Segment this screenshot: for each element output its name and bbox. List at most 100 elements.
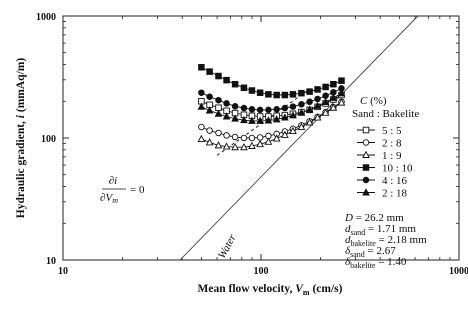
x-axis-title: Mean flow velocity, Vm (cm/s) [198,283,343,297]
data-point [205,138,214,146]
data-point [306,98,313,106]
legend-marker [362,176,370,184]
y-axis-title: Hydraulic gradient, i (mmAq/m) [15,58,27,219]
legend-marker [362,188,370,196]
data-point [206,68,213,75]
data-point [223,76,230,84]
data-point [272,134,281,142]
legend-label: 2 : 8 [382,138,402,150]
data-point [206,93,213,100]
x-tick-label: 10 [58,266,68,277]
zero-slope-denominator: ∂Vm [100,192,118,205]
legend-item: 5 : 5 [357,125,402,137]
legend-item: 2 : 18 [357,188,408,200]
data-point [314,95,321,103]
data-point [297,108,306,116]
data-point [240,104,248,112]
data-point [313,101,322,109]
parameter-line: δsand = 2.67 [345,245,396,259]
data-point [223,132,230,139]
legend-item: 2 : 8 [357,138,402,150]
zero-slope-equals: = 0 [130,184,145,196]
data-point [197,102,206,110]
data-point [322,92,329,99]
data-point [198,64,205,71]
zero-slope-label: ∂i ∂Vm = 0 [100,175,145,205]
data-point [231,133,239,141]
data-point [240,134,248,142]
data-point [281,130,289,138]
data-point [231,114,239,122]
data-point [231,103,239,110]
data-point [256,116,264,124]
data-point [256,134,264,141]
data-point [321,97,330,106]
legend-item: 4 : 16 [357,175,408,187]
y-tick-label: 10 [46,256,56,267]
data-point [289,126,297,135]
data-point [305,105,314,113]
parameter-line: D = 26.2 mm [344,212,404,224]
legend-marker [362,139,370,146]
y-tick-label: 100 [41,134,56,145]
data-point [338,77,345,84]
data-point [322,83,329,91]
legend-item: 10 : 10 [357,163,413,175]
legend-label: 1 : 9 [382,150,402,162]
data-point [273,106,280,113]
data-point [214,109,223,117]
zero-slope-numerator: ∂i [109,175,118,187]
data-point [248,87,256,94]
data-point [289,111,297,119]
legend-marker [362,164,370,171]
parameter-line: δbakelite = 1.40 [345,256,407,270]
data-point [298,101,305,108]
data-point [240,115,248,124]
data-point [330,80,337,88]
data-point [298,89,305,97]
data-point [240,142,248,151]
legend-item: 1 : 9 [357,150,402,162]
data-point [215,129,222,137]
data-point [222,112,231,120]
data-point [248,134,256,142]
data-point [264,116,273,124]
parameter-line: dbakelite = 2.18 mm [345,234,427,248]
data-point [265,91,272,98]
legend: C (%) Sand : Bakelite 5 : 52 : 81 : 910 … [352,95,419,200]
data-point [256,89,264,96]
data-point [197,134,206,143]
data-point [337,98,346,106]
series-5 [198,85,345,114]
data-point [231,142,239,151]
data-point [329,103,338,111]
y-axis-ticks: 10 100 1000 [36,12,459,267]
data-point [198,123,205,131]
data-point [297,122,306,130]
legend-title: C (%) [360,95,387,107]
data-point [248,106,256,113]
series-layer [197,64,346,151]
legend-marker [362,150,370,158]
legend-label: 10 : 10 [382,163,413,175]
data-point [215,72,222,80]
data-point [281,91,289,99]
data-point [281,113,289,121]
data-point [264,137,273,145]
data-point [265,106,272,114]
data-point [306,88,313,95]
legend-subtitle: Sand : Bakelite [352,108,419,120]
data-point [273,91,280,99]
data-point [256,106,264,114]
water-reference-line [179,15,419,261]
data-point [205,106,214,114]
series-3 [197,98,346,151]
legend-items: 5 : 52 : 81 : 910 : 104 : 162 : 18 [357,125,413,200]
legend-label: 5 : 5 [382,125,402,137]
data-point [214,141,223,149]
data-point [206,127,213,134]
data-point [240,84,248,92]
y-tick-label: 1000 [36,12,56,23]
